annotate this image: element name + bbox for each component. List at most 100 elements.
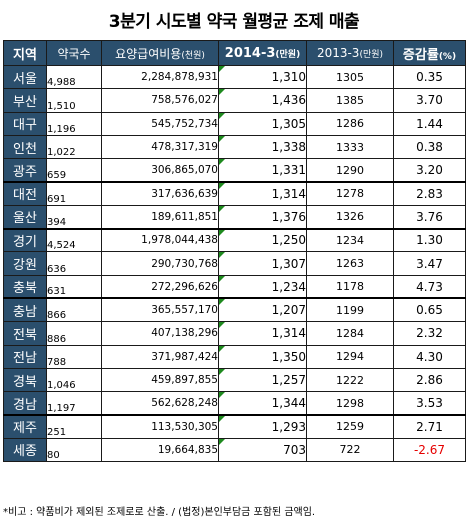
benefit-cell: 306,865,070 [101, 158, 219, 183]
header-rate: 증감률(%) [393, 40, 466, 66]
stores-cell: 636 [46, 251, 102, 276]
stores-cell: 631 [46, 274, 102, 299]
table-row: 울산 394 189,611,851 1,376 1326 3.76 [3, 204, 466, 230]
rate-cell: 2.83 [393, 180, 466, 206]
rate-cell: 3.70 [393, 88, 466, 113]
benefit-cell: 290,730,768 [101, 251, 219, 276]
header-avg2013-unit: (만원) [359, 50, 384, 60]
benefit-cell: 19,664,835 [101, 437, 219, 463]
benefit-cell: 2,284,878,931 [101, 64, 219, 90]
avg2013-cell: 1290 [306, 158, 394, 183]
avg2014-cell: 703 [218, 437, 307, 463]
avg2014-cell: 1,307 [218, 251, 307, 276]
table-row: 경북 1,046 459,897,855 1,257 1222 2.86 [3, 367, 466, 393]
rate-cell: -2.67 [393, 437, 466, 463]
avg2014-cell: 1,234 [218, 274, 307, 299]
sales-table: 지역 약국수 요양급여비용(천원) 2014-3(만원) 2013-3(만원) … [3, 40, 466, 463]
header-stores: 약국수 [46, 40, 102, 66]
stores-cell: 394 [46, 204, 102, 230]
benefit-cell: 562,628,248 [101, 391, 219, 416]
avg2013-cell: 1222 [306, 367, 394, 393]
region-cell: 인천 [3, 134, 47, 160]
rate-cell: 0.35 [393, 64, 466, 90]
region-cell: 경기 [3, 227, 47, 253]
region-cell: 서울 [3, 64, 47, 90]
table-row: 광주 659 306,865,070 1,331 1290 3.20 [3, 158, 466, 183]
stores-cell: 1,197 [46, 391, 102, 416]
footnote: *비고 : 약품비가 제외된 조제로로 산출. / (법정)본인부담금 포함된 … [3, 507, 316, 518]
benefit-cell: 1,978,044,438 [101, 227, 219, 253]
avg2014-cell: 1,293 [218, 413, 307, 439]
benefit-cell: 407,138,296 [101, 321, 219, 346]
region-cell: 전북 [3, 321, 47, 346]
rate-cell: 0.65 [393, 297, 466, 323]
avg2014-cell: 1,257 [218, 367, 307, 393]
avg2013-cell: 1234 [306, 227, 394, 253]
benefit-cell: 459,897,855 [101, 367, 219, 393]
stores-cell: 1,022 [46, 134, 102, 160]
stores-cell: 1,046 [46, 367, 102, 393]
benefit-cell: 272,296,626 [101, 274, 219, 299]
rate-cell: 3.47 [393, 251, 466, 276]
table-row: 제주 251 113,530,305 1,293 1259 2.71 [3, 413, 466, 439]
avg2013-cell: 1298 [306, 391, 394, 416]
region-cell: 충남 [3, 297, 47, 323]
rate-cell: 3.20 [393, 158, 466, 183]
table-row: 서울 4,988 2,284,878,931 1,310 1305 0.35 [3, 64, 466, 90]
avg2013-cell: 1326 [306, 204, 394, 230]
benefit-cell: 478,317,319 [101, 134, 219, 160]
benefit-cell: 317,636,639 [101, 180, 219, 206]
avg2013-cell: 1385 [306, 88, 394, 113]
header-region: 지역 [3, 40, 47, 66]
stores-cell: 251 [46, 413, 102, 439]
avg2014-cell: 1,344 [218, 391, 307, 416]
stores-cell: 80 [46, 437, 102, 463]
avg2014-cell: 1,314 [218, 180, 307, 206]
benefit-cell: 371,987,424 [101, 344, 219, 369]
table-row: 대구 1,196 545,752,734 1,305 1286 1.44 [3, 111, 466, 136]
avg2013-cell: 1259 [306, 413, 394, 439]
region-cell: 대구 [3, 111, 47, 136]
avg2014-cell: 1,436 [218, 88, 307, 113]
avg2014-cell: 1,250 [218, 227, 307, 253]
benefit-cell: 189,611,851 [101, 204, 219, 230]
avg2013-cell: 1284 [306, 321, 394, 346]
table-row: 충남 866 365,557,170 1,207 1199 0.65 [3, 297, 466, 323]
header-avg2013: 2013-3(만원) [306, 40, 394, 66]
rate-cell: 1.44 [393, 111, 466, 136]
rate-cell: 4.30 [393, 344, 466, 369]
table-row: 경기 4,524 1,978,044,438 1,250 1234 1.30 [3, 227, 466, 253]
avg2014-cell: 1,331 [218, 158, 307, 183]
rate-cell: 3.53 [393, 391, 466, 416]
stores-cell: 4,524 [46, 227, 102, 253]
table-row: 강원 636 290,730,768 1,307 1263 3.47 [3, 251, 466, 276]
table-row: 부산 1,510 758,576,027 1,436 1385 3.70 [3, 88, 466, 113]
region-cell: 경북 [3, 367, 47, 393]
table-row: 충북 631 272,296,626 1,234 1178 4.73 [3, 274, 466, 299]
region-cell: 경남 [3, 391, 47, 416]
rate-cell: 2.32 [393, 321, 466, 346]
header-avg2014: 2014-3(만원) [218, 40, 307, 66]
stores-cell: 1,196 [46, 111, 102, 136]
header-rate-unit: (%) [438, 51, 457, 62]
stores-cell: 788 [46, 344, 102, 369]
region-cell: 광주 [3, 158, 47, 183]
stores-cell: 886 [46, 321, 102, 346]
table-row: 경남 1,197 562,628,248 1,344 1298 3.53 [3, 391, 466, 416]
avg2014-cell: 1,207 [218, 297, 307, 323]
rate-cell: 2.71 [393, 413, 466, 439]
region-cell: 전남 [3, 344, 47, 369]
avg2014-cell: 1,310 [218, 64, 307, 90]
stores-cell: 659 [46, 158, 102, 183]
avg2013-cell: 1178 [306, 274, 394, 299]
rate-cell: 0.38 [393, 134, 466, 160]
table-row: 인천 1,022 478,317,319 1,338 1333 0.38 [3, 134, 466, 160]
header-row: 지역 약국수 요양급여비용(천원) 2014-3(만원) 2013-3(만원) … [3, 40, 466, 66]
stores-cell: 4,988 [46, 64, 102, 90]
stores-cell: 691 [46, 180, 102, 206]
stores-cell: 1,510 [46, 88, 102, 113]
avg2013-cell: 1294 [306, 344, 394, 369]
avg2014-cell: 1,314 [218, 321, 307, 346]
avg2013-cell: 1278 [306, 180, 394, 206]
benefit-cell: 113,530,305 [101, 413, 219, 439]
